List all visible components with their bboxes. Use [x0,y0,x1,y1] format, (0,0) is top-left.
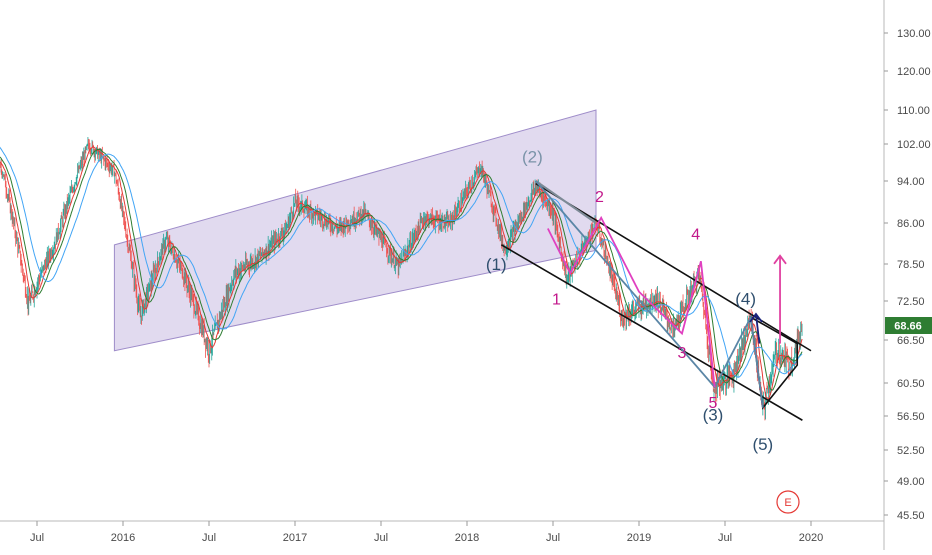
wave-label: 3 [678,345,687,362]
wave-label: 4 [691,226,700,243]
moving-average-long [0,146,803,378]
last-price-tag: 68.66 [885,317,932,334]
moving-average-mid [0,148,803,391]
time-tick-label: 2016 [111,532,135,544]
price-tick-label: 120.00 [897,66,931,78]
time-tick-label: Jul [374,532,388,544]
moving-average-short [0,145,803,400]
moving-averages [0,145,803,400]
price-tick-label: 102.00 [897,139,931,151]
time-tick-label: 2020 [799,532,823,544]
time-tick-label: 2017 [283,532,307,544]
price-tick-label: 110.00 [897,105,930,117]
earnings-badge[interactable]: E [776,490,800,514]
time-tick-label: Jul [546,532,560,544]
earnings-badge-circle[interactable] [776,490,800,514]
wave-label: (5) [752,435,773,454]
falling-channel-bottom[interactable] [500,244,803,421]
price-tick-label: 94.00 [897,176,925,188]
time-tick-label: Jul [718,532,732,544]
falling-channel-top[interactable] [535,182,812,352]
price-tick-label: 66.50 [897,335,925,347]
price-tick-label: 52.50 [897,445,925,457]
wave-lines [500,180,812,421]
price-tick-label: 72.50 [897,296,925,308]
price-tick-label: 49.00 [897,476,925,488]
price-axis[interactable]: 130.00 120.00 110.00 102.00 94.00 86.00 78.50 7… [884,28,931,522]
wave-label: 1 [552,291,561,308]
wave-gray-path[interactable] [535,180,597,224]
price-tick-label: 130.00 [897,28,931,40]
wave-label: (1) [486,255,507,274]
wave-label: (2) [522,148,543,167]
arrow-head [749,312,763,323]
price-tick-label: 60.50 [897,378,925,390]
last-price-value: 68.66 [894,321,922,333]
earnings-badge-letter: E [784,497,791,509]
time-tick-label: 2019 [627,532,651,544]
wave-labels: (2) 2 (1) 1 4 (4) 3 5(3) (5) [486,148,773,455]
price-tick-label: 56.50 [897,411,925,423]
time-tick-label: 2018 [455,532,479,544]
price-tick-label: 78.50 [897,259,925,271]
time-axis[interactable]: Jul 2016 Jul 2017 Jul 2018 Jul 2019 Jul 2020 [30,521,823,544]
candles [0,136,803,421]
wave-label: 2 [595,189,604,206]
arrow-shaft[interactable] [755,313,761,344]
price-tick-label: 45.50 [897,510,925,522]
wave-blue-path[interactable] [535,180,764,408]
price-tick-label: 86.00 [897,218,925,230]
wave-label: (4) [735,289,756,308]
time-tick-label: Jul [30,532,44,544]
wave-label: (3) [703,405,724,424]
arrow-head [773,254,787,265]
wave-label: 5 [709,395,718,412]
last-price-tag-bg [885,317,932,334]
wave-magenta-path[interactable] [547,215,716,388]
time-tick-label: Jul [202,532,216,544]
